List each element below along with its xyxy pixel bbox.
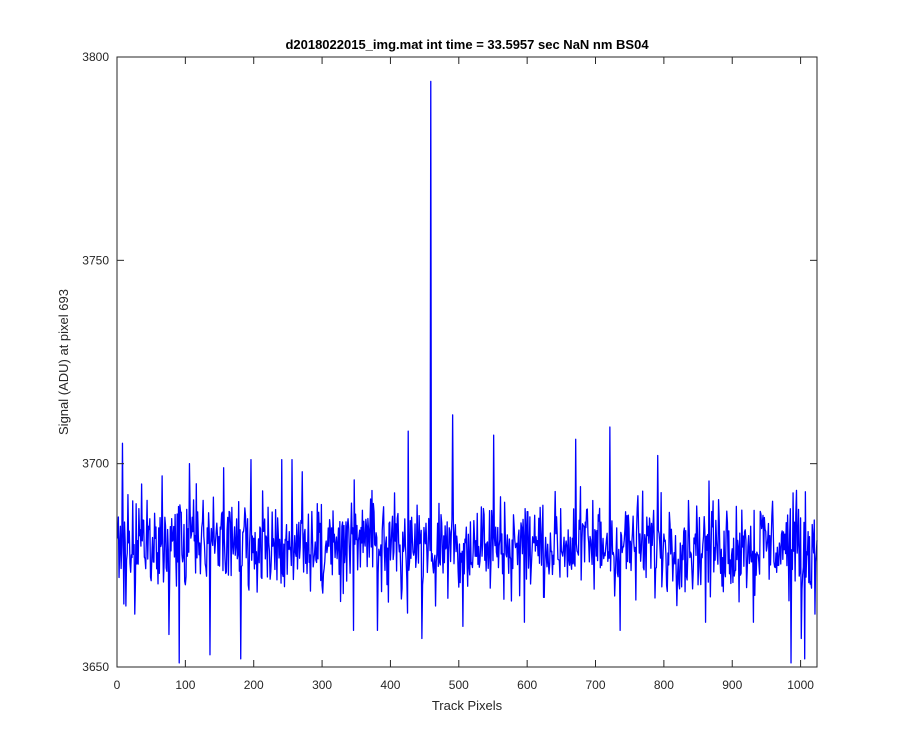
y-tick-label: 3750: [82, 253, 109, 267]
x-tick-label: 1000: [787, 678, 814, 692]
signal-series-line: [117, 80, 818, 664]
x-tick-label: 700: [586, 678, 606, 692]
tick-layer: 0 100 200 300 400 500 600 700 800 900 1000 3650 3700…: [82, 50, 817, 692]
x-tick-label: 0: [114, 678, 121, 692]
x-tick-label: 100: [175, 678, 195, 692]
x-tick-label: 400: [380, 678, 400, 692]
x-tick-label: 200: [244, 678, 264, 692]
y-tick-label: 3650: [82, 660, 109, 674]
x-tick-label: 300: [312, 678, 332, 692]
y-tick-label: 3800: [82, 50, 109, 64]
x-tick-label: 600: [517, 678, 537, 692]
chart-title: d2018022015_img.mat int time = 33.5957 s…: [285, 37, 649, 52]
x-axis-label: Track Pixels: [432, 698, 503, 713]
x-tick-label: 500: [449, 678, 469, 692]
series-layer: [117, 80, 818, 664]
x-tick-label: 800: [654, 678, 674, 692]
y-tick-label: 3700: [82, 457, 109, 471]
y-axis-label: Signal (ADU) at pixel 693: [56, 289, 71, 435]
x-tick-label: 900: [722, 678, 742, 692]
plot-frame: [116, 56, 818, 668]
